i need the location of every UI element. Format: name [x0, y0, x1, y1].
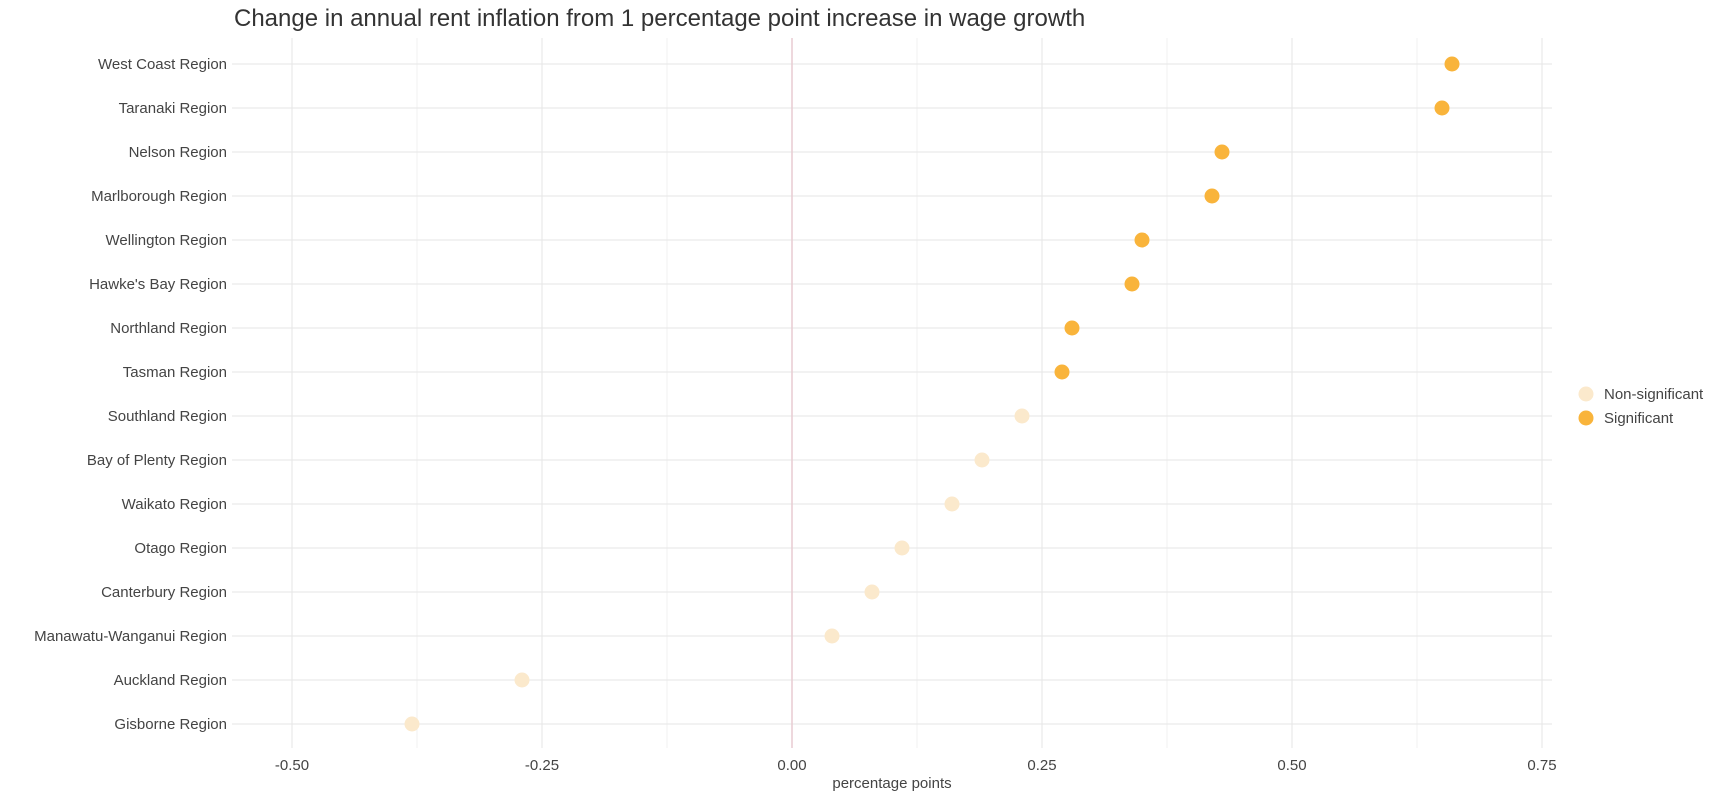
x-tick-label: -0.50	[275, 757, 309, 774]
category-label: Southland Region	[108, 408, 227, 425]
data-point	[894, 540, 910, 556]
legend-swatch	[1578, 386, 1594, 402]
x-tick-label: 0.50	[1277, 757, 1306, 774]
category-label: Northland Region	[110, 320, 227, 337]
category-label: Marlborough Region	[91, 188, 227, 205]
x-tick-label: -0.25	[525, 757, 559, 774]
data-point	[974, 452, 990, 468]
category-label: Waikato Region	[122, 496, 227, 513]
category-label: Gisborne Region	[114, 716, 227, 733]
data-point	[1134, 232, 1150, 248]
x-axis-tick-labels: -0.50 -0.25 0.00 0.25 0.50 0.75	[275, 757, 1557, 774]
category-label: Hawke's Bay Region	[89, 276, 227, 293]
category-label: Nelson Region	[129, 144, 227, 161]
data-point	[1124, 276, 1140, 292]
category-label: Manawatu-Wanganui Region	[34, 628, 227, 645]
category-labels: West Coast Region Taranaki Region Nelson R…	[34, 56, 227, 733]
category-label: Wellington Region	[106, 232, 227, 249]
category-label: Canterbury Region	[101, 584, 227, 601]
data-point	[944, 496, 960, 512]
data-point	[864, 584, 880, 600]
category-label: Otago Region	[134, 540, 227, 557]
data-point	[404, 716, 420, 732]
grid	[232, 38, 1552, 748]
chart-title: Change in annual rent inflation from 1 p…	[234, 5, 1085, 32]
data-point	[1444, 56, 1460, 72]
data-point	[824, 628, 840, 644]
category-label: Bay of Plenty Region	[87, 452, 227, 469]
data-points	[404, 56, 1460, 732]
legend-label: Significant	[1604, 410, 1674, 427]
data-point	[514, 672, 530, 688]
legend: Non-significant Significant	[1578, 386, 1704, 427]
category-label: Auckland Region	[114, 672, 227, 689]
data-point	[1204, 188, 1220, 204]
legend-swatch	[1578, 410, 1594, 426]
category-label: West Coast Region	[98, 56, 227, 73]
data-point	[1434, 100, 1450, 116]
x-tick-label: 0.75	[1527, 757, 1556, 774]
data-point	[1064, 320, 1080, 336]
data-point	[1054, 364, 1070, 380]
legend-label: Non-significant	[1604, 386, 1704, 403]
x-tick-label: 0.25	[1027, 757, 1056, 774]
category-label: Tasman Region	[123, 364, 227, 381]
data-point	[1214, 144, 1230, 160]
data-point	[1014, 408, 1030, 424]
x-tick-label: 0.00	[777, 757, 806, 774]
category-label: Taranaki Region	[119, 100, 227, 117]
x-axis-title: percentage points	[832, 775, 951, 792]
